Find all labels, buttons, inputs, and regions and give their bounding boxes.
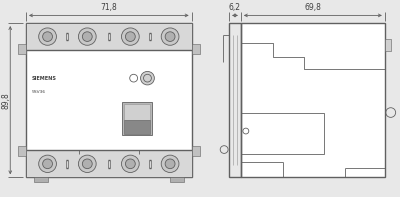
Bar — [34, 177, 48, 182]
Bar — [18, 44, 26, 54]
Circle shape — [161, 28, 179, 45]
Bar — [385, 39, 391, 51]
Bar — [241, 23, 385, 177]
Bar — [26, 23, 192, 50]
Circle shape — [78, 28, 96, 45]
Text: 89,8: 89,8 — [2, 92, 11, 109]
Text: 6,2: 6,2 — [229, 3, 241, 12]
Circle shape — [122, 28, 139, 45]
Bar — [192, 146, 200, 156]
Circle shape — [82, 159, 92, 169]
Bar — [124, 120, 150, 134]
Circle shape — [78, 155, 96, 173]
Text: 5SV36: 5SV36 — [32, 90, 46, 94]
Circle shape — [126, 159, 135, 169]
Circle shape — [122, 155, 139, 173]
Circle shape — [82, 32, 92, 41]
Bar — [124, 104, 150, 120]
Bar — [229, 23, 241, 177]
Circle shape — [140, 72, 154, 85]
Circle shape — [161, 155, 179, 173]
Circle shape — [43, 32, 52, 41]
Bar — [241, 112, 324, 154]
Bar — [192, 44, 200, 54]
Text: 71,8: 71,8 — [100, 3, 117, 12]
Circle shape — [165, 32, 175, 41]
Bar — [26, 23, 192, 177]
Bar — [122, 102, 152, 135]
Circle shape — [165, 159, 175, 169]
Text: SIEMENS: SIEMENS — [32, 76, 57, 81]
Bar — [18, 146, 26, 156]
Bar — [170, 177, 184, 182]
Bar — [26, 150, 192, 177]
Circle shape — [43, 159, 52, 169]
Text: 69,8: 69,8 — [304, 3, 321, 12]
Circle shape — [39, 28, 56, 45]
Circle shape — [39, 155, 56, 173]
Circle shape — [126, 32, 135, 41]
